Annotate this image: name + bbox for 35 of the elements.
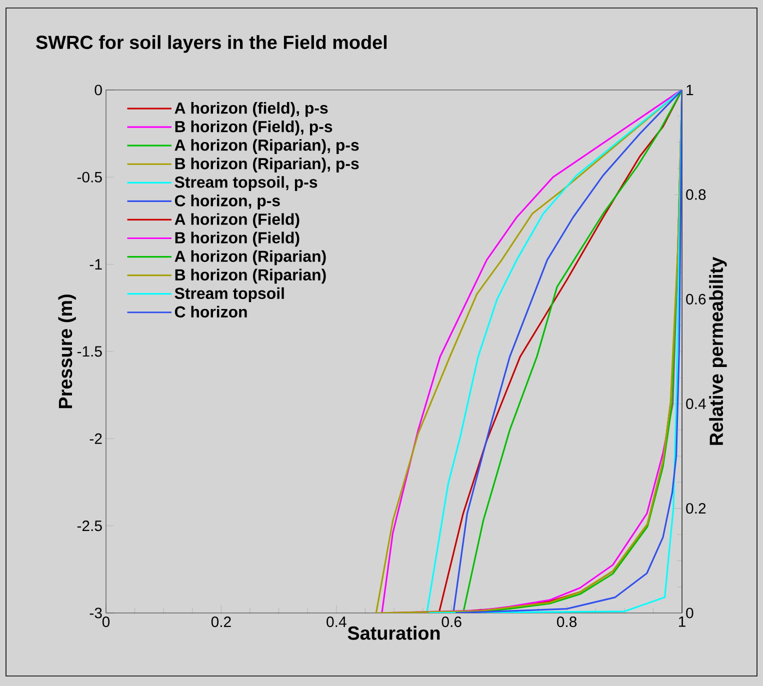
y2-tick-label: 0 xyxy=(686,608,694,618)
legend-label: B horizon (Riparian), p-s xyxy=(175,158,359,172)
y-tick-label: -0.5 xyxy=(77,172,102,182)
legend-label: A horizon (field), p-s xyxy=(174,102,328,117)
y2-axis-title: Relative permeability xyxy=(709,256,727,445)
x-tick-label: 0.8 xyxy=(557,616,577,628)
y-tick-label: -2 xyxy=(90,433,102,444)
x-tick-label: 0.2 xyxy=(211,616,231,628)
y-tick-label: -2.5 xyxy=(77,520,102,532)
chart-title: SWRC for soil layers in the Field model xyxy=(36,35,387,53)
legend-label: A horizon (Riparian), p-s xyxy=(174,139,359,154)
x-tick-label: 1 xyxy=(678,616,686,627)
x-axis-title: Saturation xyxy=(348,626,440,640)
y-tick-label: -3 xyxy=(90,608,102,618)
legend-label: Stream topsoil xyxy=(174,287,284,302)
legend-label: B horizon (Field), p-s xyxy=(175,120,332,136)
y-tick-label: 0 xyxy=(94,84,102,96)
legend-label: A horizon (Field) xyxy=(174,213,300,228)
y2-tick-label: 0.2 xyxy=(686,503,706,514)
y2-tick-label: 0.4 xyxy=(686,398,706,410)
y2-tick-label: 0.8 xyxy=(686,189,706,200)
legend-label: B horizon (Riparian) xyxy=(175,268,326,284)
legend-label: C horizon xyxy=(174,306,247,318)
y2-tick-label: 0.6 xyxy=(686,294,706,304)
x-tick-label: 0 xyxy=(102,616,110,628)
x-tick-label: 0.6 xyxy=(442,616,462,628)
legend-label: C horizon, p-s xyxy=(174,194,280,210)
y-tick-label: -1 xyxy=(90,259,102,270)
y2-tick-label: 1 xyxy=(686,84,694,96)
y-tick-label: -1.5 xyxy=(77,346,102,357)
y-axis-title: Pressure (m) xyxy=(58,294,76,408)
legend-label: B horizon (Field) xyxy=(175,232,300,247)
legend-label: A horizon (Riparian) xyxy=(174,250,326,266)
legend-label: Stream topsoil, p-s xyxy=(174,176,318,191)
x-tick-label: 0.4 xyxy=(326,616,346,628)
